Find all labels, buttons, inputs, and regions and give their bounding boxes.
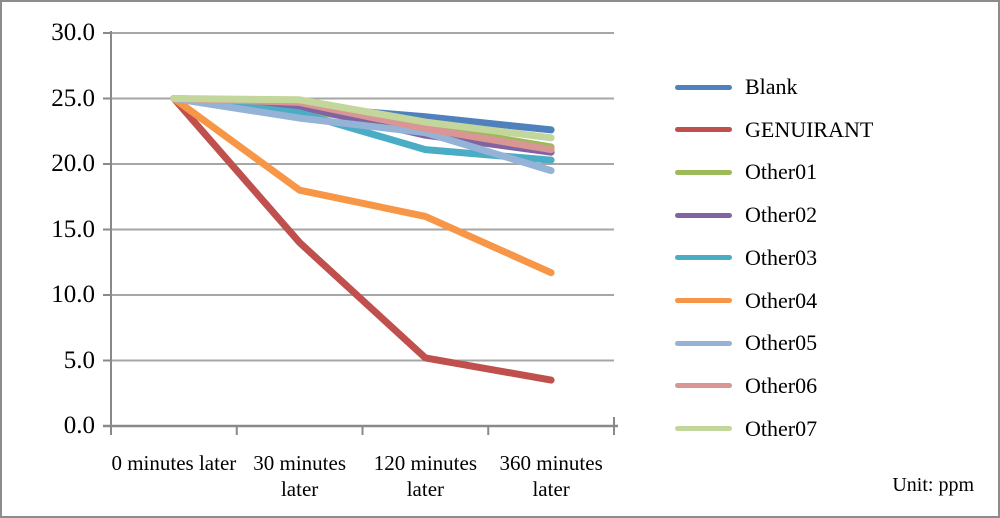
x-category-label-0: 0 minutes later bbox=[111, 451, 237, 475]
legend-item-other07: Other07 bbox=[675, 414, 817, 444]
x-category-label-3: 360 minutes later bbox=[499, 451, 603, 501]
legend-swatch-genuirant bbox=[675, 127, 732, 133]
legend-swatch-other06 bbox=[675, 383, 732, 389]
legend-label-other04: Other04 bbox=[745, 287, 818, 313]
y-tick-label-5: 5.0 bbox=[63, 346, 95, 374]
series-line-genuirant bbox=[170, 95, 555, 384]
legend-item-other04: Other04 bbox=[675, 286, 817, 316]
series-line-other05 bbox=[170, 95, 555, 175]
legend-item-other06: Other06 bbox=[675, 371, 817, 401]
legend-label-genuirant: GENUIRANT bbox=[745, 116, 874, 142]
legend-item-other05: Other05 bbox=[675, 328, 817, 358]
legend-label-other06: Other06 bbox=[745, 372, 818, 398]
y-tick-label-30: 30.0 bbox=[51, 19, 95, 46]
legend-label-other01: Other01 bbox=[745, 159, 818, 185]
legend-swatch-other01 bbox=[675, 169, 732, 175]
y-tick-label-0: 0.0 bbox=[63, 412, 95, 439]
legend-label-other02: Other02 bbox=[745, 202, 818, 228]
x-category-label-2: 120 minutes later bbox=[373, 451, 477, 501]
y-tick-label-10: 10.0 bbox=[51, 281, 95, 308]
legend-swatch-blank bbox=[675, 84, 732, 90]
legend-swatch-other03 bbox=[675, 255, 732, 261]
legend-label-other03: Other03 bbox=[745, 244, 818, 270]
y-tick-label-20: 20.0 bbox=[51, 150, 95, 177]
legend-swatch-other02 bbox=[675, 212, 732, 218]
legend-swatch-other04 bbox=[675, 298, 732, 303]
series-line-other07 bbox=[170, 95, 555, 142]
legend-item-blank: Blank bbox=[675, 72, 798, 102]
legend-swatch-other05 bbox=[675, 340, 732, 346]
legend-label-other05: Other05 bbox=[745, 330, 818, 356]
legend-item-other02: Other02 bbox=[675, 200, 817, 230]
legend-label-blank: Blank bbox=[745, 74, 798, 99]
series-line-other04 bbox=[170, 95, 555, 277]
legend-item-genuirant: GENUIRANT bbox=[675, 115, 873, 145]
legend-item-other01: Other01 bbox=[675, 157, 817, 187]
unit-note-label: Unit: ppm bbox=[892, 474, 974, 496]
x-category-label-1: 30 minutes later bbox=[253, 451, 346, 501]
legend-item-other03: Other03 bbox=[675, 243, 817, 273]
legend-swatch-other07 bbox=[675, 426, 732, 432]
legend-label-other07: Other07 bbox=[745, 415, 818, 441]
y-tick-label-15: 15.0 bbox=[51, 215, 95, 243]
y-tick-label-25: 25.0 bbox=[51, 84, 95, 112]
